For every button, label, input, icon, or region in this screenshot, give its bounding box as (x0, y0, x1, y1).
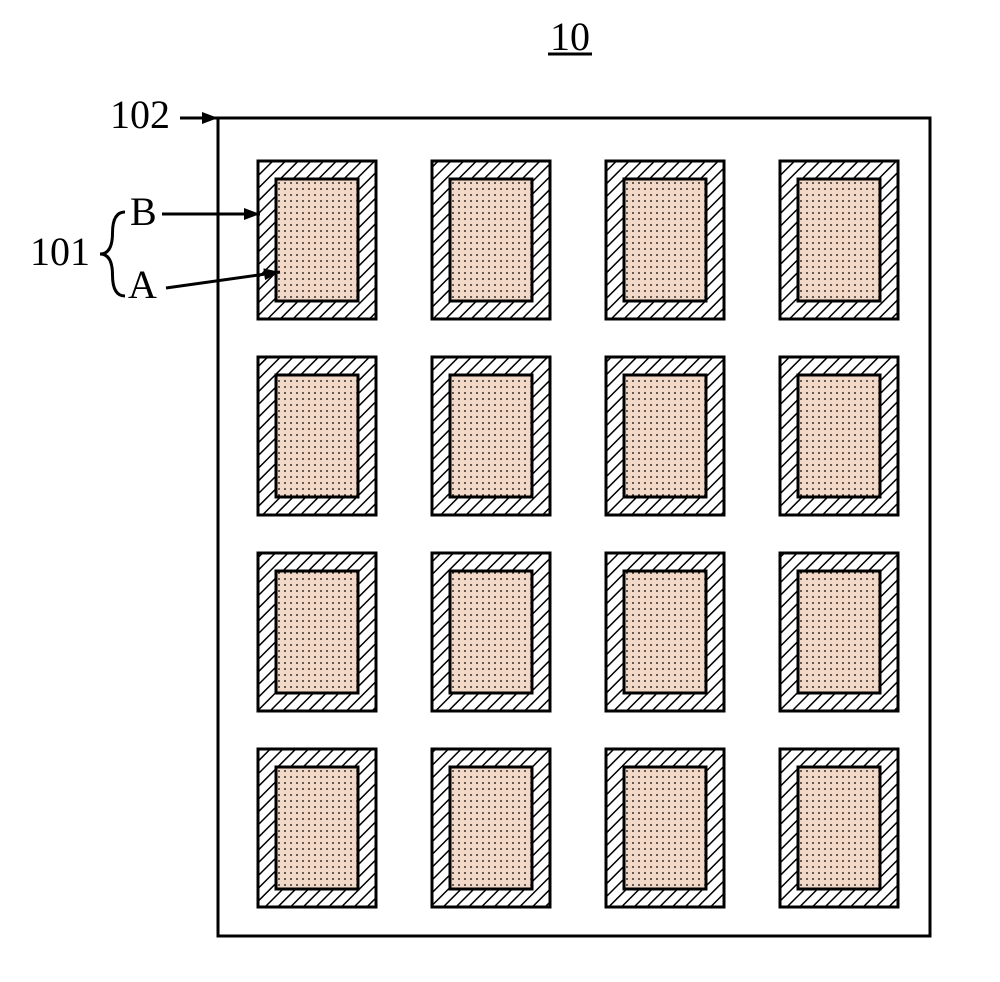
label-101: 101 (30, 229, 90, 274)
cell-101 (780, 749, 898, 907)
label-A: A (128, 262, 157, 307)
cell-101 (258, 553, 376, 711)
cell-inner-A (624, 767, 706, 889)
cell-101 (780, 161, 898, 319)
cell-101 (432, 749, 550, 907)
label-B: B (130, 189, 157, 234)
cell-inner-A (276, 571, 358, 693)
cell-101 (432, 553, 550, 711)
cell-101 (606, 553, 724, 711)
cell-inner-A (798, 571, 880, 693)
cell-inner-A (798, 767, 880, 889)
cell-inner-A (450, 571, 532, 693)
cell-101 (606, 749, 724, 907)
cell-101 (432, 357, 550, 515)
cell-inner-A (276, 375, 358, 497)
label-102: 102 (110, 92, 170, 137)
cell-101 (258, 161, 376, 319)
cell-inner-A (798, 375, 880, 497)
brace-101 (100, 212, 125, 296)
cell-101 (432, 161, 550, 319)
cell-inner-A (450, 767, 532, 889)
cell-101 (780, 553, 898, 711)
cell-101 (606, 357, 724, 515)
cell-inner-A (276, 767, 358, 889)
cell-101 (258, 749, 376, 907)
figure-title: 10 (550, 14, 590, 59)
cell-101 (258, 357, 376, 515)
cell-inner-A (624, 179, 706, 301)
cell-101 (606, 161, 724, 319)
cell-inner-A (450, 179, 532, 301)
cell-inner-A (624, 375, 706, 497)
cell-inner-A (276, 179, 358, 301)
cell-inner-A (798, 179, 880, 301)
cell-inner-A (624, 571, 706, 693)
cell-inner-A (450, 375, 532, 497)
cell-101 (780, 357, 898, 515)
